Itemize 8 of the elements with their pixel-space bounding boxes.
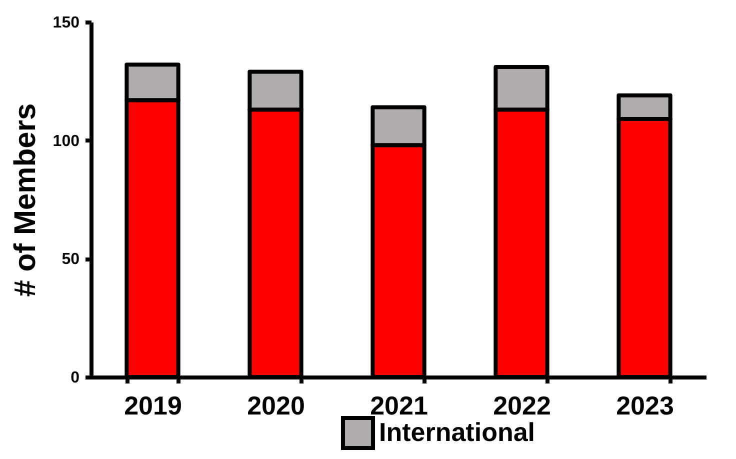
x-tick-label: 2023 [616, 390, 674, 420]
y-tick-label: 50 [62, 251, 80, 268]
y-tick-label: 100 [52, 132, 80, 150]
x-tick-label: 2019 [124, 390, 182, 420]
y-tick-label: 0 [70, 370, 80, 386]
y-tick-label: 150 [52, 14, 80, 32]
x-tick-label: 2020 [247, 390, 305, 420]
y-axis-title: # of Members [8, 103, 42, 297]
